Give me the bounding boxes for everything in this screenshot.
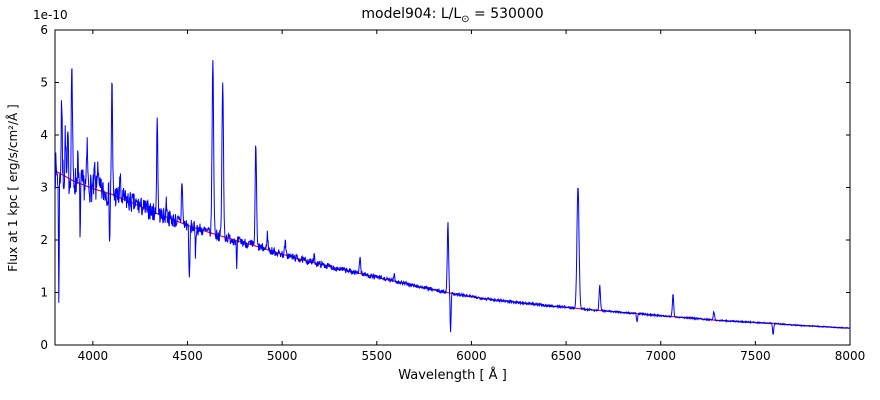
x-tick-label: 4000	[78, 349, 109, 363]
y-tick-label: 1	[40, 286, 48, 300]
y-tick-label: 4	[40, 128, 48, 142]
x-tick-label: 6500	[551, 349, 582, 363]
x-tick-label: 7500	[740, 349, 771, 363]
x-tick-label: 5500	[362, 349, 393, 363]
y-axis-label: Flux at 1 kpc [ erg/s/cm²/Å ]	[6, 104, 20, 272]
spectrum-series-line	[55, 60, 850, 335]
x-axis-label: Wavelength [ Å ]	[398, 368, 507, 383]
y-tick-label: 2	[40, 233, 48, 247]
chart-title-prefix: model904: L/L	[361, 6, 462, 22]
y-axis-offset-label: 1e-10	[33, 8, 68, 22]
plot-frame	[54, 29, 851, 346]
x-tick-label: 5000	[267, 349, 298, 363]
sun-symbol-subscript: ⊙	[461, 13, 470, 25]
y-tick-label: 5	[40, 76, 48, 90]
x-tick-label: 4500	[172, 349, 203, 363]
x-tick-label: 8000	[835, 349, 866, 363]
x-tick-label: 7000	[645, 349, 676, 363]
chart-title: model904: L/L⊙ = 530000	[55, 6, 850, 25]
y-tick-label: 0	[40, 338, 48, 352]
y-tick-label: 3	[40, 181, 48, 195]
chart-title-suffix: = 530000	[469, 6, 544, 22]
x-tick-label: 6000	[456, 349, 487, 363]
y-tick-label: 6	[40, 23, 48, 37]
